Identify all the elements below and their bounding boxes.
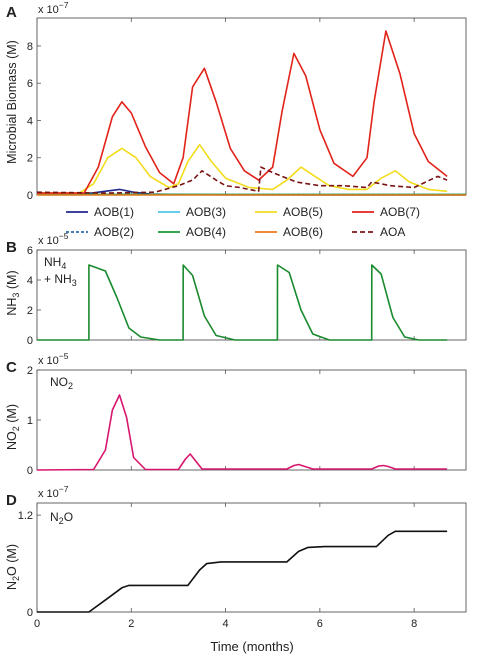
series-line-n2o [37, 530, 448, 613]
y-tick-label: 0 [27, 335, 33, 347]
y-tick-label: 2 [27, 365, 33, 377]
y-tick-label: 2 [27, 153, 33, 165]
label-nh4: NH4 [44, 255, 66, 271]
legend: AOB(1) AOB(3) AOB(5) AOB(7) AOB(2) AOB(4) AOB(… [66, 205, 420, 239]
ylabel-b: NH3 (M) [5, 270, 21, 315]
ylabel-c: NO2 (M) [5, 404, 21, 450]
y-tick-label: 8 [27, 41, 33, 53]
series-line-no2 [37, 394, 448, 471]
x-tick-label: 2 [128, 618, 134, 630]
series-line-aob-7 [37, 30, 448, 194]
x-axis-label: Time (months) [210, 639, 293, 654]
ylabel-d: N2O (M) [5, 544, 21, 590]
series-line-aob-5 [37, 143, 448, 194]
y-tick-label: 0 [27, 607, 33, 619]
panel-letter-a: A [6, 4, 17, 21]
y-tick-label: 2 [27, 305, 33, 317]
y-tick-label: 6 [27, 78, 33, 90]
x-tick-label: 0 [34, 618, 40, 630]
legend-label: AOB(1) [94, 205, 134, 219]
exponent-b: x 10−5 [38, 231, 69, 247]
exponent-a: x 10−7 [38, 0, 69, 16]
ylabel-a: Microbial Biomass (M) [5, 40, 19, 164]
axes-frame [36, 369, 467, 471]
panel-d: 0 1.2 0 2 4 6 8 [18, 502, 467, 630]
legend-label: AOB(6) [283, 225, 323, 239]
panel-letter-c: C [6, 359, 17, 376]
axes-frame [36, 249, 467, 341]
x-tick-label: 4 [223, 618, 229, 630]
label-n2o: N2O [50, 510, 73, 526]
legend-label: AOB(7) [380, 205, 420, 219]
series-line-nh4-nh3 [37, 264, 448, 341]
y-tick-label: 0 [27, 465, 33, 477]
y-tick-label: 1.2 [18, 510, 33, 522]
panel-letter-d: D [6, 492, 17, 509]
y-tick-label: 4 [27, 115, 33, 127]
exponent-c: x 10−5 [38, 351, 69, 367]
y-tick-label: 6 [27, 245, 33, 257]
y-tick-label: 1 [27, 415, 33, 427]
label-nh3: + NH3 [44, 272, 77, 288]
y-tick-label: 4 [27, 275, 33, 287]
axes-frame [36, 502, 467, 613]
panel-b: 0 2 4 6 [27, 245, 467, 347]
x-tick-label: 6 [317, 618, 323, 630]
legend-label: AOB(4) [186, 225, 226, 239]
plot-area: 0 2 4 6 8 0 2 4 6 0 1 2 0 1.2 0 2 4 6 8 [18, 17, 467, 630]
exponent-d: x 10−7 [38, 484, 69, 500]
label-no2: NO2 [50, 375, 73, 391]
legend-label: AOB(2) [94, 225, 134, 239]
y-tick-label: 0 [27, 190, 33, 202]
panel-letter-b: B [6, 239, 17, 256]
panel-a: 0 2 4 6 8 [27, 17, 467, 202]
legend-label: AOA [380, 225, 405, 239]
series-line-aoa [37, 166, 448, 194]
legend-label: AOB(3) [186, 205, 226, 219]
panel-c: 0 1 2 [27, 365, 467, 477]
legend-label: AOB(5) [283, 205, 323, 219]
x-tick-label: 8 [411, 618, 417, 630]
